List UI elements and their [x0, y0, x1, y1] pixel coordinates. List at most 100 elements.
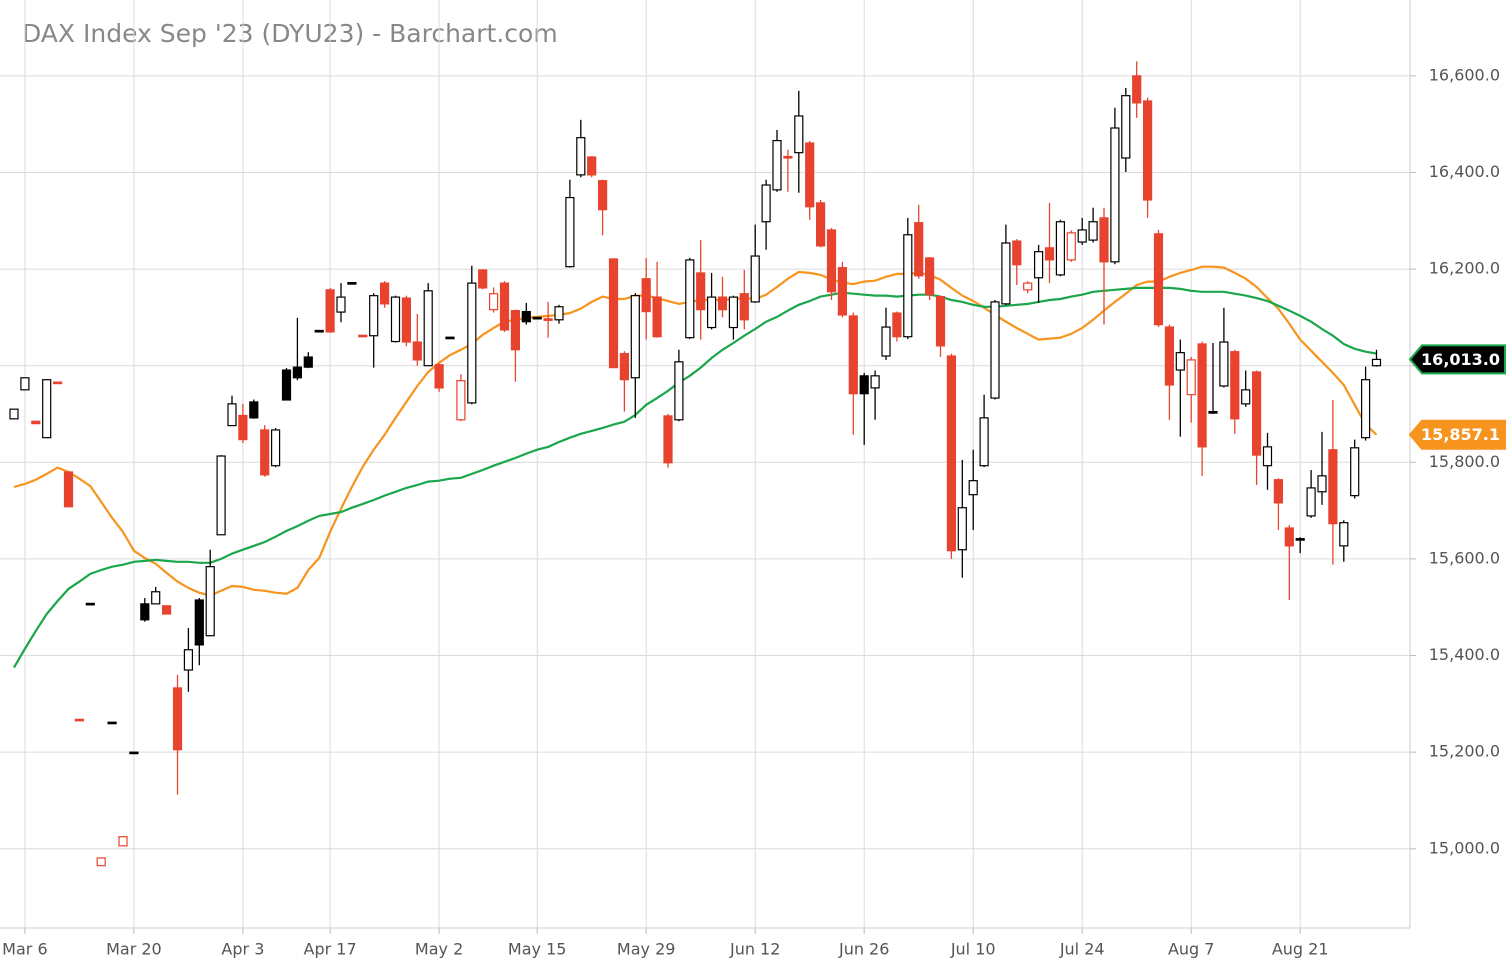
candle-body	[303, 356, 313, 368]
candle-body	[979, 417, 989, 467]
candle-body	[467, 282, 477, 404]
candle-body	[325, 289, 335, 333]
candle-body	[1230, 351, 1240, 420]
candle-body	[162, 605, 172, 615]
candle-body	[772, 139, 782, 191]
candle-body	[401, 297, 411, 343]
candle-body	[619, 353, 630, 381]
candle-body	[85, 602, 95, 606]
y-tick-label: 16,200.0	[1429, 259, 1500, 278]
candle-body	[151, 591, 161, 605]
candle-body	[1295, 538, 1305, 541]
candle-body	[412, 341, 422, 361]
candle-body	[271, 429, 281, 467]
candle-body	[892, 312, 902, 338]
candle-body	[826, 229, 837, 293]
y-tick-label: 15,200.0	[1429, 742, 1500, 761]
candle-body	[74, 718, 85, 722]
candle-body	[685, 259, 695, 339]
candle-body	[717, 296, 728, 311]
x-tick-label: Aug 21	[1272, 940, 1329, 959]
x-tick-label: May 29	[617, 940, 676, 959]
candle-body	[1317, 475, 1327, 493]
candle-body	[205, 566, 215, 637]
ma-label: 15,857.1	[1421, 425, 1500, 444]
chart-title: DAX Index Sep '23 (DYU23) - Barchart.com	[22, 19, 558, 48]
candle-body	[118, 836, 128, 847]
y-tick-label: 15,600.0	[1429, 548, 1500, 567]
candle-body	[478, 269, 488, 289]
moving-average-line	[13, 286, 1377, 669]
candle-body	[292, 366, 302, 379]
candle-body	[565, 196, 575, 268]
candle-body	[957, 507, 967, 551]
candle-body	[1088, 221, 1098, 241]
candle-body	[652, 296, 662, 338]
x-tick-label: May 15	[508, 940, 567, 959]
candle-body	[238, 414, 248, 441]
candle-body	[1328, 449, 1338, 525]
candle-body	[52, 381, 63, 385]
last-price-label: 16,013.0	[1421, 350, 1500, 369]
candle-body	[140, 603, 150, 621]
candle-body	[281, 369, 292, 401]
candle-body	[630, 295, 640, 379]
candle-body	[554, 306, 564, 321]
x-tick-label: Mar 20	[106, 940, 162, 959]
x-tick-label: Jun 12	[729, 940, 780, 959]
candle-body	[63, 471, 74, 508]
candle-body	[696, 272, 706, 311]
candle-body	[990, 301, 1000, 399]
candle-body	[903, 234, 913, 338]
candle-body	[608, 258, 619, 369]
y-tick-label: 16,400.0	[1429, 162, 1500, 181]
candle-body	[183, 649, 193, 671]
candle-body	[1023, 282, 1033, 291]
candle-body	[1012, 240, 1022, 266]
candle-body	[347, 282, 357, 285]
candle-body	[761, 184, 771, 223]
candle-body	[848, 315, 858, 395]
candle-body	[1197, 343, 1207, 448]
candle-body	[859, 375, 869, 395]
x-tick-label: Apr 3	[221, 940, 264, 959]
ma-tag	[1408, 419, 1506, 450]
candle-body	[641, 278, 651, 313]
candle-body	[576, 137, 586, 176]
candle-body	[924, 257, 935, 296]
x-tick-label: Apr 17	[304, 940, 357, 959]
candle-body	[1262, 446, 1273, 467]
candle-body	[9, 408, 19, 420]
candle-body	[1066, 232, 1076, 261]
candle-body	[914, 222, 924, 277]
x-tick-label: Mar 6	[2, 940, 47, 959]
x-tick-label: May 2	[415, 940, 463, 959]
candle-body	[837, 267, 848, 316]
candle-body	[314, 329, 324, 333]
candle-body	[1360, 379, 1371, 439]
candle-body	[783, 155, 793, 159]
x-tick-label: Jul 10	[950, 940, 996, 959]
candle-body	[1033, 251, 1044, 279]
candle-body	[728, 296, 739, 329]
candle-body	[1175, 352, 1185, 371]
candle-body	[870, 375, 880, 389]
candle-body	[96, 857, 106, 867]
y-tick-label: 15,400.0	[1429, 645, 1500, 664]
candle-body	[1142, 100, 1153, 201]
candle-body	[881, 326, 891, 357]
candle-body	[587, 156, 597, 176]
candle-body	[674, 361, 684, 421]
candle-body	[935, 296, 946, 347]
candle-body	[489, 293, 499, 311]
candle-body	[1251, 371, 1262, 456]
candle-body	[434, 364, 444, 389]
y-tick-label: 15,800.0	[1429, 452, 1500, 471]
candle-body	[1339, 522, 1349, 547]
candle-body	[510, 310, 520, 351]
candle-body	[129, 751, 139, 755]
y-tick-label: 15,000.0	[1429, 838, 1500, 857]
candle-body	[750, 255, 760, 303]
